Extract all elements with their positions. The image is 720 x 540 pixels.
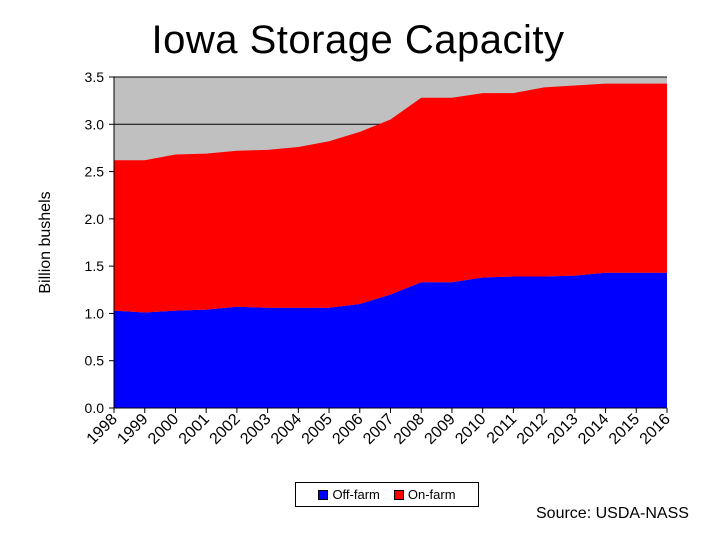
x-tick-label-2007: 2007 xyxy=(360,411,397,448)
x-tick-label-2016: 2016 xyxy=(637,411,674,448)
chart-legend: Off-farm On-farm xyxy=(295,482,479,507)
x-tick-label-2006: 2006 xyxy=(329,411,366,448)
x-tick-label-2000: 2000 xyxy=(145,411,182,448)
x-tick-label-2014: 2014 xyxy=(575,411,612,448)
y-tick-label-0.5: 0.5 xyxy=(85,353,105,369)
x-tick-label-2008: 2008 xyxy=(391,411,428,448)
x-tick-label-1998: 1998 xyxy=(84,411,121,448)
source-note: Source: USDA-NASS xyxy=(536,505,689,522)
legend-swatch-on-farm xyxy=(393,489,404,500)
area-series-on-farm xyxy=(114,83,667,313)
y-tick-label-2.5: 2.5 xyxy=(85,164,105,180)
y-tick-label-1.0: 1.0 xyxy=(85,305,105,321)
x-tick-label-2002: 2002 xyxy=(207,411,244,448)
x-tick-label-2015: 2015 xyxy=(606,411,643,448)
legend-item-on-farm: On-farm xyxy=(393,487,456,502)
legend-item-off-farm: Off-farm xyxy=(318,487,380,502)
x-tick-label-2009: 2009 xyxy=(422,411,459,448)
x-tick-label-2013: 2013 xyxy=(544,411,581,448)
y-tick-label-3.5: 3.5 xyxy=(85,69,105,85)
x-tick-label-1999: 1999 xyxy=(114,411,151,448)
chart-title: Iowa Storage Capacity xyxy=(151,18,565,62)
x-tick-label-2005: 2005 xyxy=(299,411,336,448)
y-tick-label-1.5: 1.5 xyxy=(85,258,105,274)
y-tick-label-3.0: 3.0 xyxy=(85,116,105,132)
legend-label-on-farm: On-farm xyxy=(407,487,456,502)
area-series-off-farm xyxy=(114,272,667,408)
x-tick-label-2003: 2003 xyxy=(237,411,274,448)
x-tick-label-2010: 2010 xyxy=(452,411,489,448)
y-tick-label-0.0: 0.0 xyxy=(85,400,105,416)
y-axis-label: Billion bushels xyxy=(37,191,54,293)
x-tick-label-2001: 2001 xyxy=(176,411,213,448)
y-tick-label-2.0: 2.0 xyxy=(85,211,105,227)
legend-swatch-off-farm xyxy=(318,489,329,500)
x-tick-label-2012: 2012 xyxy=(514,411,551,448)
x-tick-label-2011: 2011 xyxy=(484,411,520,447)
x-tick-label-2004: 2004 xyxy=(268,411,305,448)
legend-label-off-farm: Off-farm xyxy=(332,487,380,502)
